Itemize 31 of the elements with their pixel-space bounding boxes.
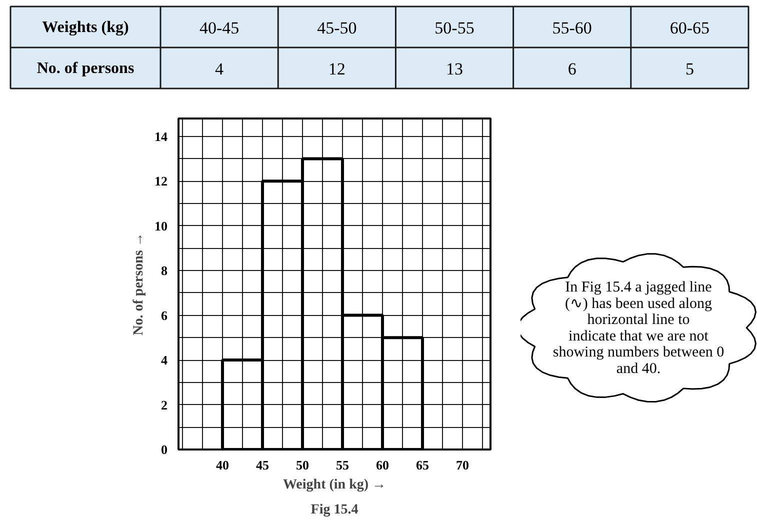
text: 50-55 <box>434 18 474 38</box>
text: 55-60 <box>552 18 592 38</box>
y-tick-label: 2 <box>161 397 168 412</box>
y-tick-label: 8 <box>161 263 168 278</box>
text: In Fig 15.4 a jagged line (∿) has been used along horizontal line to indicate that we are not showing numbers between 0 and 40. <box>552 279 724 377</box>
text: 13 <box>446 60 463 78</box>
text: 4 <box>215 60 224 78</box>
x-tick-label: 55 <box>336 458 350 472</box>
text: No. of persons <box>36 60 134 77</box>
y-tick-label: 4 <box>161 352 168 368</box>
text: 40-45 <box>199 18 240 38</box>
x-tick-label: 40 <box>216 458 229 472</box>
text: 5 <box>685 60 694 78</box>
text: 6 <box>568 60 576 78</box>
y-axis-title: No. of persons → <box>132 232 146 336</box>
y-tick-label: 12 <box>154 174 168 189</box>
x-tick-label: 60 <box>376 458 389 472</box>
x-tick-label: 70 <box>456 458 469 472</box>
x-tick-label: 50 <box>296 458 309 472</box>
text: 45-50 <box>317 18 357 38</box>
text: 60-65 <box>670 18 710 38</box>
text: Weights (kg) <box>42 19 129 36</box>
text: 12 <box>328 60 346 78</box>
y-tick-label: 10 <box>154 218 168 234</box>
caption: Fig 15.4 <box>310 502 358 518</box>
x-tick-label: 65 <box>416 458 430 472</box>
y-tick-label: 0 <box>161 442 168 457</box>
y-tick-label: 6 <box>161 308 168 323</box>
x-tick-label: 45 <box>256 458 270 472</box>
x-axis-title: Weight (in kg) → <box>282 478 386 492</box>
y-tick-label: 14 <box>154 128 168 144</box>
